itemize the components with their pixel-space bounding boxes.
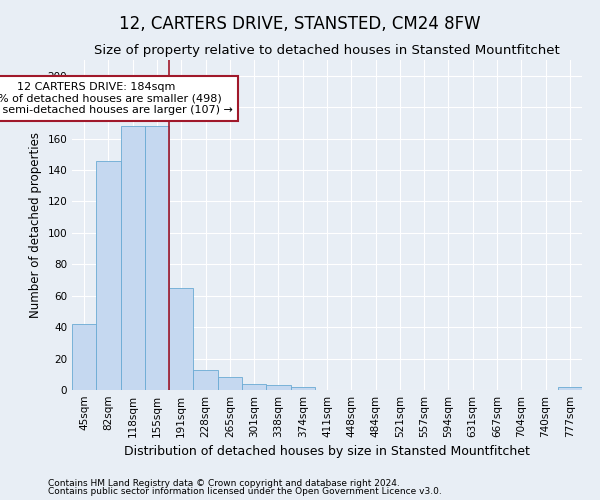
- Bar: [96, 160, 121, 390]
- Bar: [266, 386, 290, 390]
- Title: Size of property relative to detached houses in Stansted Mountfitchet: Size of property relative to detached ho…: [94, 44, 560, 58]
- Bar: [218, 378, 242, 390]
- Bar: [242, 384, 266, 390]
- Text: Contains HM Land Registry data © Crown copyright and database right 2024.: Contains HM Land Registry data © Crown c…: [48, 478, 400, 488]
- Bar: [193, 370, 218, 390]
- Bar: [169, 288, 193, 390]
- Y-axis label: Number of detached properties: Number of detached properties: [29, 132, 42, 318]
- Bar: [72, 324, 96, 390]
- Text: Contains public sector information licensed under the Open Government Licence v3: Contains public sector information licen…: [48, 487, 442, 496]
- Bar: [290, 387, 315, 390]
- Text: 12, CARTERS DRIVE, STANSTED, CM24 8FW: 12, CARTERS DRIVE, STANSTED, CM24 8FW: [119, 15, 481, 33]
- Bar: [145, 126, 169, 390]
- Text: 12 CARTERS DRIVE: 184sqm
← 81% of detached houses are smaller (498)
17% of semi-: 12 CARTERS DRIVE: 184sqm ← 81% of detach…: [0, 82, 233, 115]
- X-axis label: Distribution of detached houses by size in Stansted Mountfitchet: Distribution of detached houses by size …: [124, 446, 530, 458]
- Bar: [558, 387, 582, 390]
- Bar: [121, 126, 145, 390]
